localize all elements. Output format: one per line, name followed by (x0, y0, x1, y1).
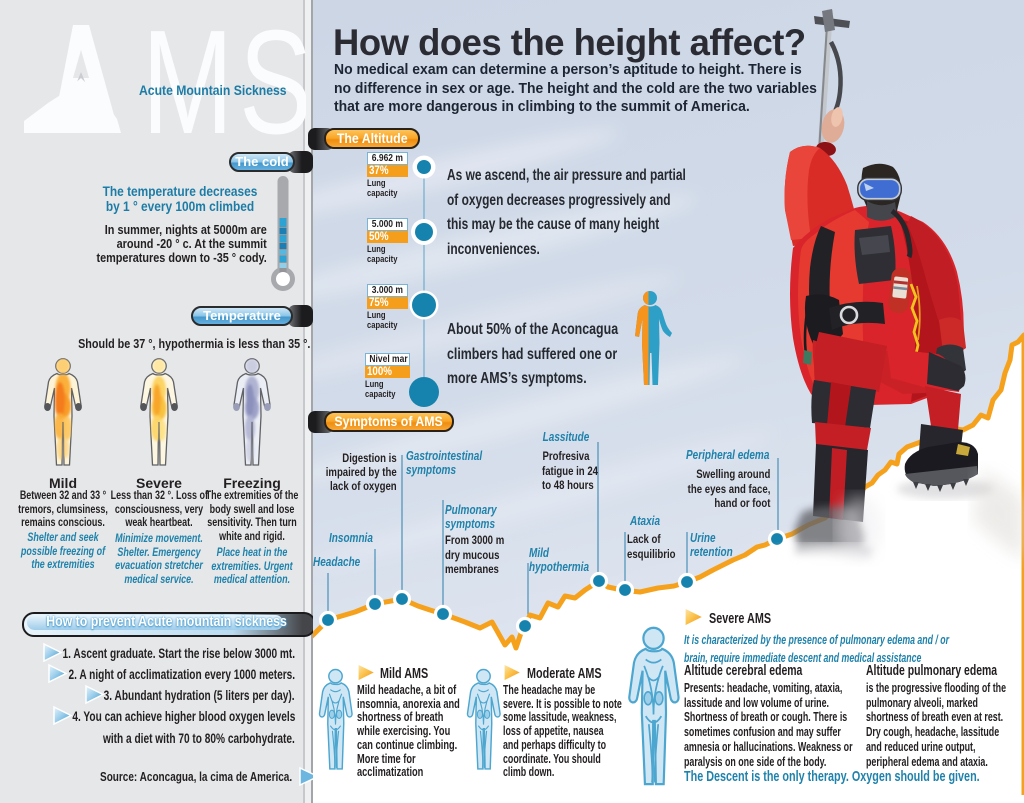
svg-text:MS: MS (142, 0, 306, 150)
